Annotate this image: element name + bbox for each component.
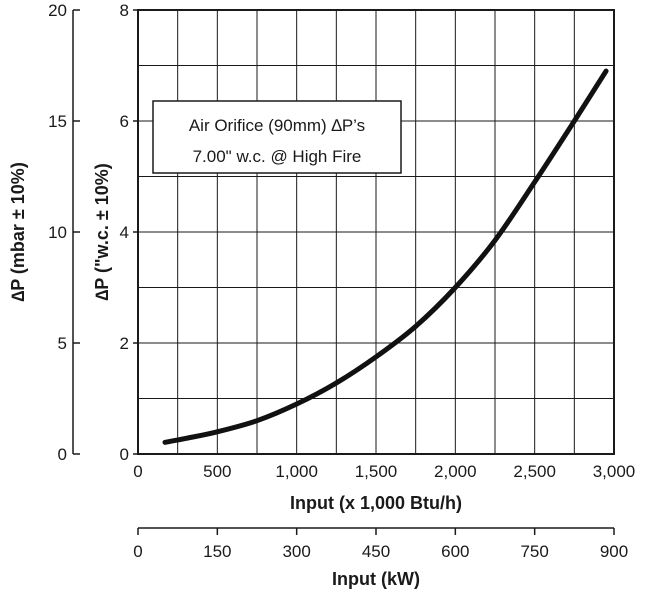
y-tick-label: 0 [120, 445, 129, 464]
y2-tick-label: 5 [58, 334, 67, 353]
x-tick-label: 1,000 [275, 462, 318, 481]
x2-tick-label: 750 [520, 542, 548, 561]
x-tick-label: 2,000 [434, 462, 477, 481]
legend-rect [152, 100, 402, 174]
x-tick-label: 500 [203, 462, 231, 481]
x-tick-label: 0 [133, 462, 142, 481]
legend-line-2: 7.00" w.c. @ High Fire [193, 147, 362, 166]
y-tick-label: 8 [120, 1, 129, 20]
y-tick-label: 6 [120, 112, 129, 131]
x2-tick-label: 300 [282, 542, 310, 561]
y2-tick-label: 20 [48, 1, 67, 20]
y2-tick-label: 15 [48, 112, 67, 131]
x2-tick-label: 0 [133, 542, 142, 561]
x2-axis-title: Input (kW) [332, 569, 420, 589]
y-tick-label: 2 [120, 334, 129, 353]
x2-tick-label: 150 [203, 542, 231, 561]
legend-line-1: Air Orifice (90mm) ∆P’s [189, 116, 365, 135]
y2-tick-label: 0 [58, 445, 67, 464]
x-tick-label: 3,000 [593, 462, 636, 481]
x-tick-label: 1,500 [355, 462, 398, 481]
y-tick-label: 4 [120, 223, 129, 242]
x2-tick-label: 600 [441, 542, 469, 561]
grid [138, 10, 614, 454]
y-axis-title: ∆P ("w.c. ± 10%) [92, 163, 112, 300]
x2-tick-label: 900 [600, 542, 628, 561]
y2-axis-title: ∆P (mbar ± 10%) [8, 162, 28, 302]
x2-tick-label: 450 [362, 542, 390, 561]
series-line [162, 68, 609, 445]
x-tick-label: 2,500 [513, 462, 556, 481]
legend-box: Air Orifice (90mm) ∆P’s 7.00" w.c. @ Hig… [152, 100, 402, 174]
x-axis-title: Input (x 1,000 Btu/h) [290, 493, 462, 513]
y2-tick-label: 10 [48, 223, 67, 242]
